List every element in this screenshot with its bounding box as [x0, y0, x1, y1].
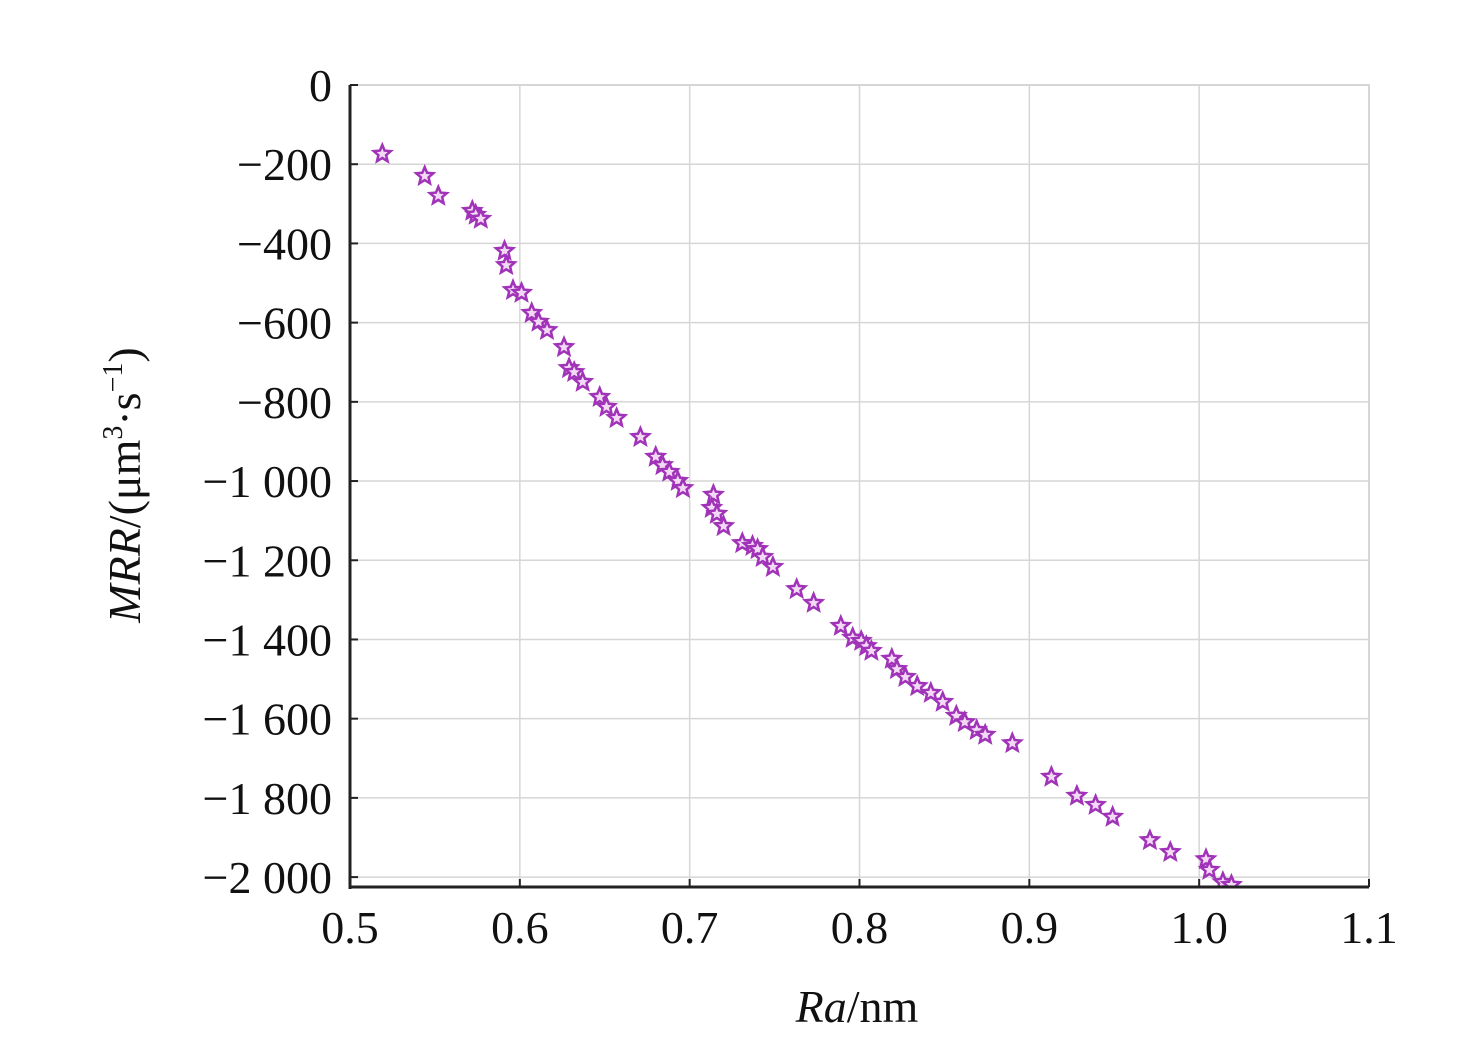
point: [657, 459, 681, 482]
y-label-unit: ): [99, 347, 150, 362]
tick-labels: 0 −200 −400 −600 −800 −1 000 −1 200 −1 400 −1 60…: [203, 60, 1398, 953]
y-tick-label: −600: [237, 298, 332, 349]
point: [712, 513, 736, 537]
x-tick-label: 0.7: [661, 902, 719, 953]
point: [761, 554, 785, 577]
point: [1065, 783, 1089, 806]
point: [1158, 839, 1183, 863]
marks: [370, 141, 1244, 887]
y-tick-label: −1 000: [203, 456, 332, 507]
point: [829, 613, 853, 636]
point: [628, 424, 653, 448]
y-tick-label: −400: [237, 218, 332, 269]
point: [1100, 804, 1125, 827]
y-tick-label: −1 800: [203, 773, 332, 824]
point: [919, 680, 943, 703]
y-label-unit: /(μm: [99, 439, 150, 528]
y-tick-label: −2 000: [203, 852, 332, 903]
y-label-sup: −1: [98, 363, 129, 393]
point: [370, 141, 394, 164]
point: [1138, 828, 1162, 851]
x-label-italic: Ra: [795, 981, 847, 1032]
point: [1000, 730, 1025, 754]
point: [859, 638, 884, 661]
point: [801, 590, 826, 613]
point: [750, 544, 775, 568]
point: [671, 475, 695, 499]
point: [552, 334, 576, 358]
point: [1219, 872, 1244, 887]
point: [594, 394, 619, 417]
y-tick-label: −1 200: [203, 535, 332, 586]
point: [604, 405, 629, 429]
y-tick-label: −800: [237, 377, 332, 428]
point: [784, 576, 809, 600]
y-label-italic: MRR: [99, 528, 150, 624]
point: [494, 252, 518, 276]
grid: [349, 84, 1370, 887]
point: [973, 722, 997, 745]
point: [1083, 792, 1108, 815]
point: [535, 317, 559, 341]
x-tick-label: 0.9: [1001, 902, 1059, 953]
y-tick-label: −1 400: [203, 614, 332, 665]
point: [705, 501, 729, 524]
point: [492, 238, 517, 261]
point: [509, 280, 534, 303]
point: [1197, 857, 1222, 880]
y-axis-label: MRR/(μm3·s−1): [98, 347, 150, 623]
point: [469, 206, 493, 229]
x-tick-label: 0.6: [491, 902, 549, 953]
point: [953, 709, 977, 733]
point: [1039, 764, 1064, 787]
point: [526, 309, 551, 332]
y-label-sup: 3: [98, 426, 129, 440]
point: [701, 482, 726, 505]
point: [413, 163, 437, 187]
x-tick-label: 1.0: [1170, 902, 1228, 953]
y-tick-label: −200: [237, 139, 332, 190]
x-tick-label: 0.5: [321, 902, 379, 953]
point: [931, 689, 955, 712]
point: [562, 359, 586, 383]
x-label-unit: /nm: [847, 981, 919, 1032]
y-label-unit: ·s: [99, 392, 150, 425]
x-tick-label: 0.8: [831, 902, 889, 953]
point: [570, 369, 595, 392]
y-tick-label: 0: [309, 60, 332, 111]
point: [587, 384, 612, 408]
y-tick-label: −1 600: [203, 694, 332, 745]
point: [893, 664, 918, 688]
point: [426, 183, 451, 206]
x-tick-label: 1.1: [1340, 902, 1398, 953]
x-axis-label: Ra/nm: [795, 981, 919, 1032]
